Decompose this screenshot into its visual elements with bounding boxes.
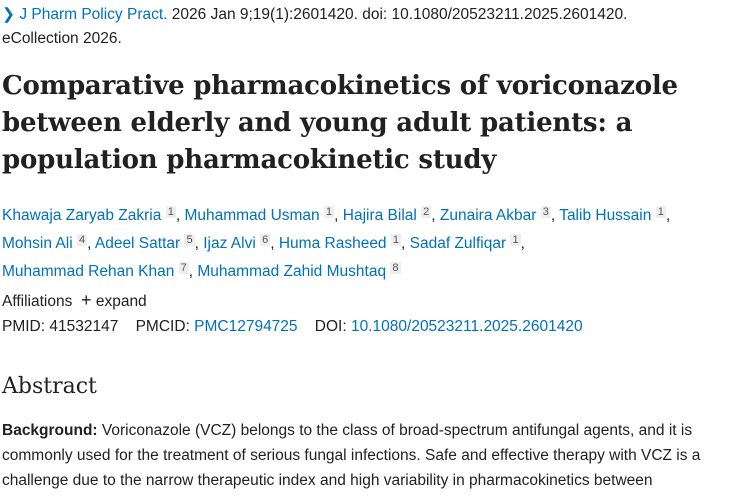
citation: ❯ J Pharm Policy Pract. 2026 Jan 9;19(1)… (2, 3, 627, 51)
author-link[interactable]: Muhammad Usman (184, 207, 320, 224)
author-link[interactable]: Huma Rasheed (278, 235, 387, 252)
affiliation-ref[interactable]: 3 (540, 206, 551, 218)
pmcid-link[interactable]: PMC12794725 (194, 318, 298, 335)
affiliation-ref[interactable]: 7 (178, 262, 189, 274)
pmid-label: PMID: (2, 318, 46, 335)
title-line: population pharmacokinetic study (2, 145, 497, 175)
identifiers: PMID: 41532147 PMCID: PMC12794725 DOI: 1… (2, 318, 583, 336)
journal-link[interactable]: J Pharm Policy Pract. (19, 6, 168, 23)
author-link[interactable]: Ijaz Alvi (203, 235, 256, 252)
affiliations-label: Affiliations (2, 293, 73, 310)
chevron-right-icon[interactable]: ❯ (2, 6, 15, 23)
author-link[interactable]: Adeel Sattar (94, 235, 181, 252)
affiliation-ref[interactable]: 1 (510, 234, 521, 246)
article-title: Comparative pharmacokinetics of voricona… (2, 68, 678, 179)
abstract-heading: Abstract (2, 374, 97, 399)
expand-button[interactable]: expand (95, 293, 147, 310)
author-link[interactable]: Mohsin Ali (2, 235, 73, 252)
citation-details: 2026 Jan 9;19(1):2601420. doi: 10.1080/2… (171, 6, 628, 23)
title-line: Comparative pharmacokinetics of voricona… (2, 71, 678, 101)
affiliation-ref[interactable]: 1 (165, 206, 176, 218)
affiliation-ref[interactable]: 2 (421, 206, 432, 218)
affiliations-toggle[interactable]: Affiliations + expand (2, 290, 147, 311)
plus-icon: + (81, 290, 92, 310)
affiliation-ref[interactable]: 8 (390, 262, 401, 274)
background-label: Background: (2, 422, 98, 439)
affiliation-ref[interactable]: 4 (76, 234, 88, 246)
abstract-text: Background: Voriconazole (VCZ) belongs t… (2, 418, 750, 493)
affiliation-ref[interactable]: 1 (655, 206, 666, 218)
doi-label: DOI: (314, 318, 347, 335)
doi-link[interactable]: 10.1080/20523211.2025.2601420 (350, 318, 583, 335)
author-link[interactable]: Hajira Bilal (342, 207, 417, 224)
author-link[interactable]: Muhammad Rehan Khan (2, 263, 175, 280)
citation-collection: eCollection 2026. (2, 30, 122, 47)
abstract-line: commonly used for the treatment of serio… (2, 447, 701, 464)
affiliation-ref[interactable]: 1 (390, 234, 401, 246)
pmid-value: 41532147 (49, 318, 119, 335)
affiliation-ref[interactable]: 5 (184, 234, 195, 246)
author-link[interactable]: Khawaja Zaryab Zakria (2, 207, 162, 224)
abstract-line: challenge due to the narrow therapeutic … (2, 472, 653, 489)
abstract-line: Voriconazole (VCZ) belongs to the class … (97, 422, 693, 439)
author-link[interactable]: Zunaira Akbar (439, 207, 537, 224)
pmcid-label: PMCID: (135, 318, 190, 335)
author-link[interactable]: Sadaf Zulfiqar (409, 235, 507, 252)
affiliation-ref[interactable]: 6 (260, 234, 271, 246)
affiliation-ref[interactable]: 1 (324, 206, 335, 218)
author-list: Khawaja Zaryab Zakria 1, Muhammad Usman … (2, 206, 671, 280)
author-link[interactable]: Muhammad Zahid Mushtaq (197, 263, 387, 280)
title-line: between elderly and young adult patients… (2, 108, 633, 138)
author-link[interactable]: Talib Hussain (559, 207, 652, 224)
